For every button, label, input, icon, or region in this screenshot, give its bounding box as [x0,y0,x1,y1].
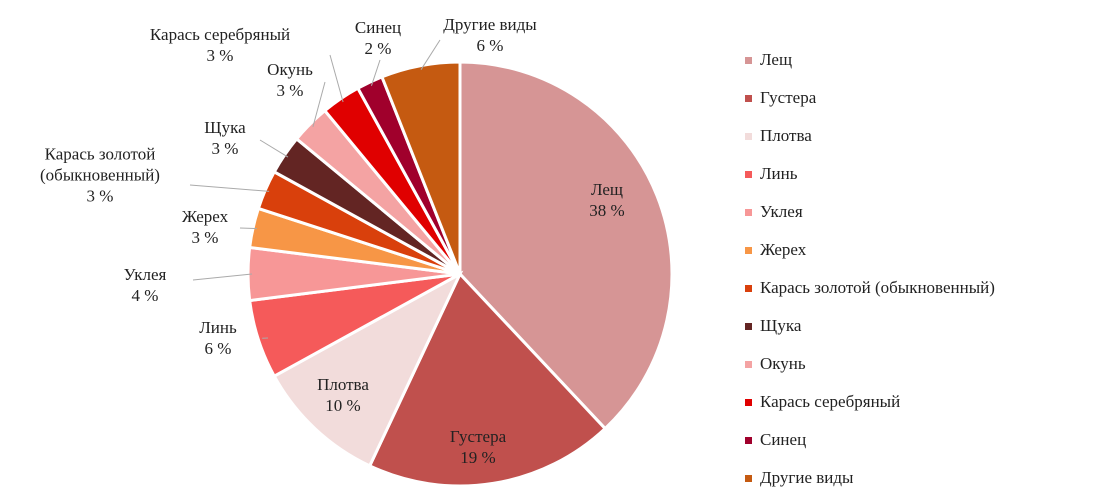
legend-swatch [745,398,752,406]
label-name: Лещ [590,180,624,199]
legend-swatch [745,208,752,216]
legend-label: Уклея [760,202,803,221]
label-value: 6 % [476,36,504,55]
label-value: 3 % [211,139,239,158]
legend-item: Уклея [745,202,803,222]
legend-label: Щука [760,316,802,335]
legend-label: Синец [760,430,807,449]
legend-swatch [745,284,752,292]
legend-item: Щука [745,316,801,336]
label-name: Синец [354,18,402,37]
data-label: Густера 19 % [433,426,523,468]
leader-line [239,227,258,230]
legend-swatch [745,360,752,368]
label-value: 6 % [204,339,232,358]
data-label: Лещ 38 % [567,179,647,221]
label-name: Другие виды [443,15,537,34]
leader-line [370,59,381,86]
pie-slice [380,60,462,275]
data-label: Плотва 10 % [298,374,388,416]
label-name: Окунь [267,60,313,79]
legend-item: Плотва [745,126,812,146]
label-value: 3 % [276,81,304,100]
legend-swatch [745,436,752,444]
legend-label: Жерех [760,240,807,259]
label-value: 3 % [191,228,219,247]
legend-label: Окунь [760,354,806,373]
legend-item: Жерех [745,240,806,260]
legend-swatch [745,94,752,102]
legend-item: Окунь [745,354,806,374]
label-value: 3 % [86,186,114,206]
legend-swatch [745,246,752,254]
legend-item: Карась золотой (обыкновенный) [745,278,995,298]
legend-label: Другие виды [760,468,854,487]
leader-line [312,81,326,128]
leader-line [420,39,441,70]
data-label: Жерех 3 % [160,206,250,248]
leader-line [259,139,289,158]
legend-label: Плотва [760,126,812,145]
legend-label: Лещ [760,50,793,69]
pie-slice [367,271,608,488]
legend-label: Карась золотой (обыкновенный) [760,278,995,297]
label-name: Карась серебряный [149,25,291,44]
label-name: Карась золотой (обыкновенный) [40,144,160,185]
label-value: 10 % [325,396,361,415]
label-value: 38 % [589,201,625,220]
legend-item: Лещ [745,50,792,70]
data-label: Окунь 3 % [245,59,335,101]
leader-line [189,184,270,192]
data-label: Синец 2 % [333,17,423,59]
label-name: Линь [199,318,237,337]
data-label: Линь 6 % [173,317,263,359]
data-label: Карась серебряный 3 % [110,24,330,66]
data-label: Щука 3 % [180,117,270,159]
legend-swatch [745,56,752,64]
data-label: Другие виды 6 % [430,14,550,56]
legend-item: Синец [745,430,806,450]
label-name: Жерех [181,207,229,226]
data-label: Карась золотой (обыкновенный) 3 % [5,144,195,207]
label-name: Густера [449,427,507,446]
data-label: Уклея 4 % [100,264,190,306]
legend-swatch [745,322,752,330]
label-value: 4 % [131,286,159,305]
label-name: Уклея [123,265,167,284]
legend-item: Линь [745,164,797,184]
leader-line [192,273,253,281]
pie-slice [458,60,674,431]
label-name: Щука [204,118,246,137]
legend-swatch [745,474,752,482]
legend-swatch [745,132,752,140]
label-value: 3 % [206,46,234,65]
legend-label: Линь [760,164,798,183]
label-value: 2 % [364,39,392,58]
legend-swatch [745,170,752,178]
legend-item: Густера [745,88,816,108]
label-value: 19 % [460,448,496,467]
legend-item: Карась серебряный [745,392,900,412]
pie-slice [272,270,464,468]
legend-label: Густера [760,88,817,107]
leader-line [329,54,344,103]
label-name: Плотва [317,375,369,394]
legend-label: Карась серебряный [760,392,901,411]
legend-item: Другие виды [745,468,853,488]
